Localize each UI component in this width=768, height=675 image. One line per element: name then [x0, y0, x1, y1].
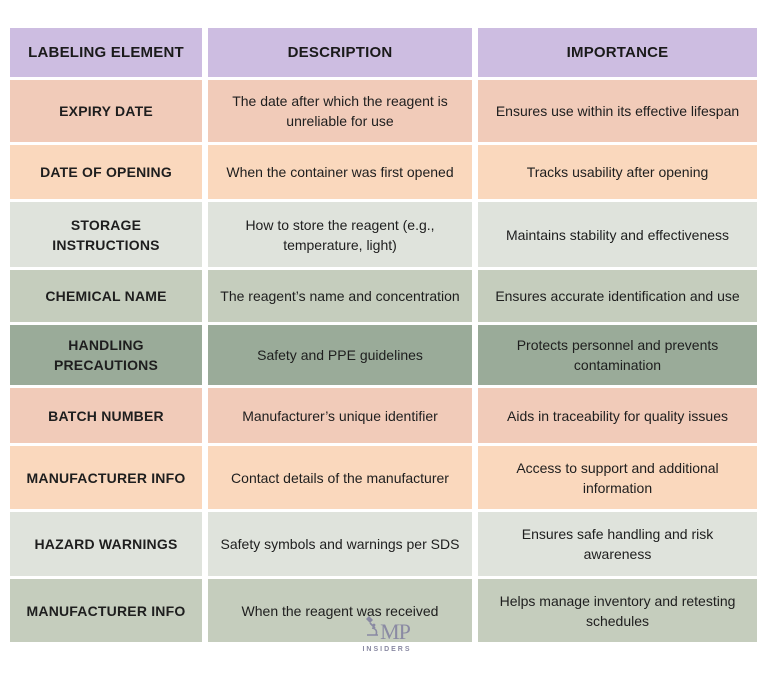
- row-description: How to store the reagent (e.g., temperat…: [208, 202, 472, 267]
- row-importance: Tracks usability after opening: [478, 145, 757, 199]
- row-importance: Maintains stability and effectiveness: [478, 202, 757, 267]
- row-element: DATE OF OPENING: [10, 145, 202, 199]
- row-description: When the reagent was received: [208, 579, 472, 642]
- row-element: HAZARD WARNINGS: [10, 512, 202, 576]
- logo-subtitle: INSIDERS: [362, 646, 412, 653]
- row-element: STORAGE INSTRUCTIONS: [10, 202, 202, 267]
- gmp-insiders-logo: MP INSIDERS: [357, 615, 417, 658]
- row-importance: Aids in traceability for quality issues: [478, 388, 757, 443]
- header-importance: IMPORTANCE: [478, 28, 757, 77]
- row-description: Contact details of the manufacturer: [208, 446, 472, 509]
- header-description: DESCRIPTION: [208, 28, 472, 77]
- logo-mark: MP: [380, 619, 411, 644]
- row-importance: Ensures use within its effective lifespa…: [478, 80, 757, 142]
- row-description: The reagent’s name and concentration: [208, 270, 472, 322]
- row-description: When the container was first opened: [208, 145, 472, 199]
- row-description: The date after which the reagent is unre…: [208, 80, 472, 142]
- row-element: BATCH NUMBER: [10, 388, 202, 443]
- row-element: MANUFACTURER INFO: [10, 446, 202, 509]
- row-importance: Protects personnel and prevents contamin…: [478, 325, 757, 385]
- row-description: Manufacturer’s unique identifier: [208, 388, 472, 443]
- row-importance: Access to support and additional informa…: [478, 446, 757, 509]
- flask-icon: [364, 615, 380, 644]
- row-importance: Ensures safe handling and risk awareness: [478, 512, 757, 576]
- row-description: Safety and PPE guidelines: [208, 325, 472, 385]
- row-element: MANUFACTURER INFO: [10, 579, 202, 642]
- row-element: EXPIRY DATE: [10, 80, 202, 142]
- row-description: Safety symbols and warnings per SDS: [208, 512, 472, 576]
- header-labeling-element: LABELING ELEMENT: [10, 28, 202, 77]
- row-importance: Ensures accurate identification and use: [478, 270, 757, 322]
- row-element: HANDLING PRECAUTIONS: [10, 325, 202, 385]
- row-element: CHEMICAL NAME: [10, 270, 202, 322]
- labeling-table: LABELING ELEMENT DESCRIPTION IMPORTANCE …: [10, 28, 757, 642]
- row-importance: Helps manage inventory and retesting sch…: [478, 579, 757, 642]
